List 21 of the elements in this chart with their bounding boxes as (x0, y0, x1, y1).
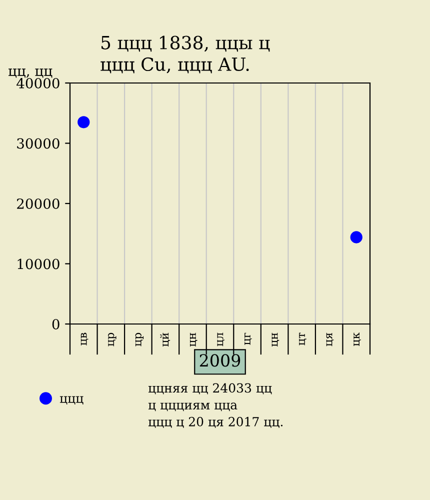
x-tick-label: цн (190, 332, 198, 346)
x-tick-label: цл (217, 332, 225, 346)
x-tick-label: цр (108, 332, 116, 346)
legend-label: ццц (60, 396, 84, 404)
x-tick-label: цг (244, 332, 252, 345)
y-tick-label: 30000 (17, 138, 60, 149)
x-tick-label: цт (299, 332, 306, 346)
y-axis-title: цц, цц (8, 68, 52, 78)
x-tick-label: цв (80, 332, 88, 346)
x-axis-title: 2009 (200, 354, 240, 367)
text: ццняя цц 24033 цц ц ццциям ццa ццц ц 20 ця 2017 цц. (148, 383, 283, 428)
x-tick-label: цк (354, 332, 361, 346)
x-tick-label: ця (326, 332, 334, 346)
x-tick-label: цн (272, 332, 280, 346)
x-tick-label: цй (160, 332, 170, 346)
y-tick-label: 40000 (16, 78, 60, 88)
y-tick-label: 10000 (18, 258, 60, 270)
x-tick-label: цр (135, 332, 144, 346)
chart-title: 5 ццц 1838, ццы ц ццц Cu, ццц AU. (100, 36, 270, 74)
y-tick-label: 0 (52, 318, 60, 330)
y-tick-label: 20000 (17, 198, 60, 209)
